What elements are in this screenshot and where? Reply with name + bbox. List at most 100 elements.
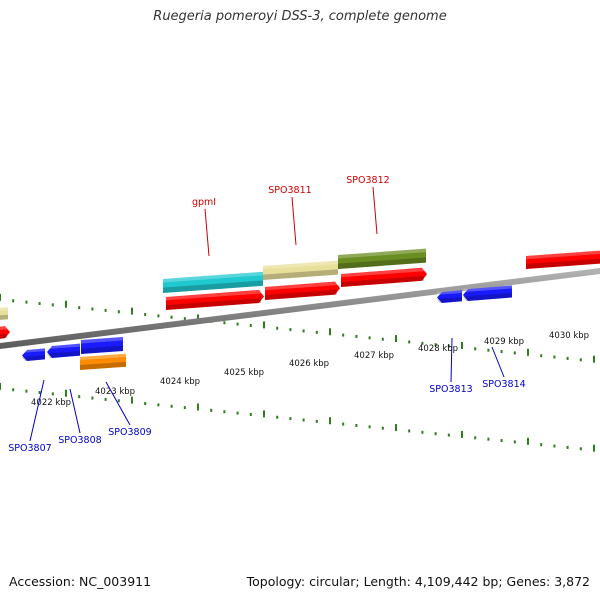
minor-tick-upper — [38, 302, 41, 306]
minor-tick-upper — [117, 310, 120, 314]
minor-tick-lower — [513, 440, 516, 444]
orf-teal-highlight — [163, 271, 263, 283]
minor-tick-lower — [474, 436, 477, 440]
gene-right-edge — [526, 250, 600, 269]
leader-line-SPO3811 — [291, 196, 297, 246]
gene-left-edge-body — [0, 326, 10, 339]
scale-label: 4024 kbp — [160, 377, 200, 387]
major-tick-upper — [263, 321, 265, 329]
orf-khaki — [263, 260, 338, 280]
orf-khaki-shade — [263, 269, 338, 280]
gene-SPO3811 — [265, 281, 340, 300]
minor-tick-lower — [487, 437, 490, 441]
minor-tick-upper — [342, 333, 345, 337]
gene-gpmI-highlight — [166, 289, 264, 301]
minor-tick-lower — [276, 415, 279, 419]
scale-label: 4030 kbp — [549, 331, 589, 341]
minor-tick-upper — [236, 322, 239, 326]
gene-SPO3812-highlight — [341, 267, 427, 278]
gene-left-edge-highlight — [0, 326, 10, 330]
orf-orange-highlight — [80, 353, 126, 361]
minor-tick-upper — [249, 323, 252, 327]
gene-SPO3813-shade — [437, 297, 462, 303]
orf-teal — [163, 271, 263, 293]
minor-tick-upper — [421, 341, 424, 345]
minor-tick-upper — [500, 350, 503, 354]
minor-tick-upper — [302, 329, 305, 333]
accession-label: Accession: NC_003911 — [9, 574, 152, 589]
feature-label-SPO3809: SPO3809 — [108, 427, 151, 438]
minor-tick-lower — [302, 418, 305, 422]
minor-tick-upper — [157, 314, 160, 318]
major-tick-lower — [395, 424, 397, 432]
scale-label: 4025 kbp — [224, 368, 264, 378]
minor-tick-upper — [78, 306, 81, 310]
minor-tick-lower — [236, 411, 239, 415]
major-tick-upper — [131, 307, 133, 315]
gene-SPO3807-body — [22, 348, 45, 361]
minor-tick-upper — [104, 308, 107, 312]
gene-SPO3814-shade — [463, 292, 512, 301]
gene-SPO3814-highlight — [463, 285, 512, 292]
minor-tick-upper — [487, 348, 490, 352]
gene-SPO3808-highlight — [47, 343, 80, 349]
major-tick-lower — [527, 437, 529, 445]
minor-tick-lower — [157, 403, 160, 407]
orf-left-edge-highlight — [0, 307, 8, 311]
gene-SPO3808-body — [47, 343, 80, 358]
minor-tick-lower — [500, 439, 503, 443]
gene-SPO3814-body — [463, 285, 512, 301]
gene-SPO3812-shade — [341, 275, 424, 287]
gene-SPO3813-highlight — [437, 290, 462, 295]
minor-tick-upper — [223, 321, 226, 325]
orf-orange-shade — [80, 361, 126, 370]
minor-tick-upper — [12, 299, 15, 303]
minor-tick-upper — [170, 315, 173, 319]
gene-right-edge-body — [526, 250, 600, 269]
orf-olive-body — [338, 248, 426, 269]
feature-label-SPO3811: SPO3811 — [268, 185, 311, 196]
orf-left-edge-shade — [0, 314, 8, 320]
orf-left-edge-body — [0, 307, 8, 320]
gene-SPO3809-shade — [81, 345, 123, 354]
minor-tick-lower — [289, 417, 292, 421]
gene-SPO3813 — [437, 290, 462, 303]
gene-SPO3814 — [463, 285, 512, 301]
orf-olive-shade — [338, 257, 426, 269]
labels: 4022 kbp 4023 kbp 4024 kbp 4025 kbp 4026 kbp… — [8, 175, 589, 454]
gene-right-edge-shade — [526, 258, 600, 269]
minor-tick-lower — [408, 429, 411, 433]
tick-marks — [0, 293, 595, 452]
gene-SPO3813-body — [437, 290, 462, 303]
major-tick-upper — [0, 293, 1, 301]
gene-SPO3812-body — [341, 267, 427, 287]
orf-left-edge — [0, 307, 8, 320]
minor-tick-lower — [566, 445, 569, 449]
major-tick-lower — [593, 444, 595, 452]
minor-tick-upper — [276, 326, 279, 330]
scale-label: 4022 kbp — [31, 398, 71, 408]
minor-tick-lower — [553, 444, 556, 448]
gene-SPO3808-shade — [47, 351, 80, 358]
gene-SPO3809-highlight — [81, 336, 123, 344]
gene-SPO3808 — [47, 343, 80, 358]
major-tick-upper — [527, 348, 529, 356]
minor-tick-upper — [540, 354, 543, 358]
minor-tick-lower — [38, 391, 41, 395]
minor-tick-lower — [25, 389, 28, 393]
major-tick-lower — [0, 382, 1, 390]
minor-tick-upper — [25, 300, 28, 304]
leader-line-SPO3814 — [491, 346, 505, 378]
minor-tick-lower — [91, 396, 94, 400]
minor-tick-upper — [368, 336, 371, 340]
scale-label: 4029 kbp — [484, 337, 524, 347]
minor-tick-lower — [104, 397, 107, 401]
orf-khaki-highlight — [263, 260, 338, 270]
major-tick-lower — [263, 410, 265, 418]
major-tick-upper — [593, 355, 595, 363]
leader-line-SPO3808 — [69, 388, 81, 434]
gene-SPO3812 — [341, 267, 427, 287]
orf-teal-body — [163, 271, 263, 293]
gene-SPO3807 — [22, 348, 45, 361]
leader-line-SPO3813 — [450, 337, 453, 383]
